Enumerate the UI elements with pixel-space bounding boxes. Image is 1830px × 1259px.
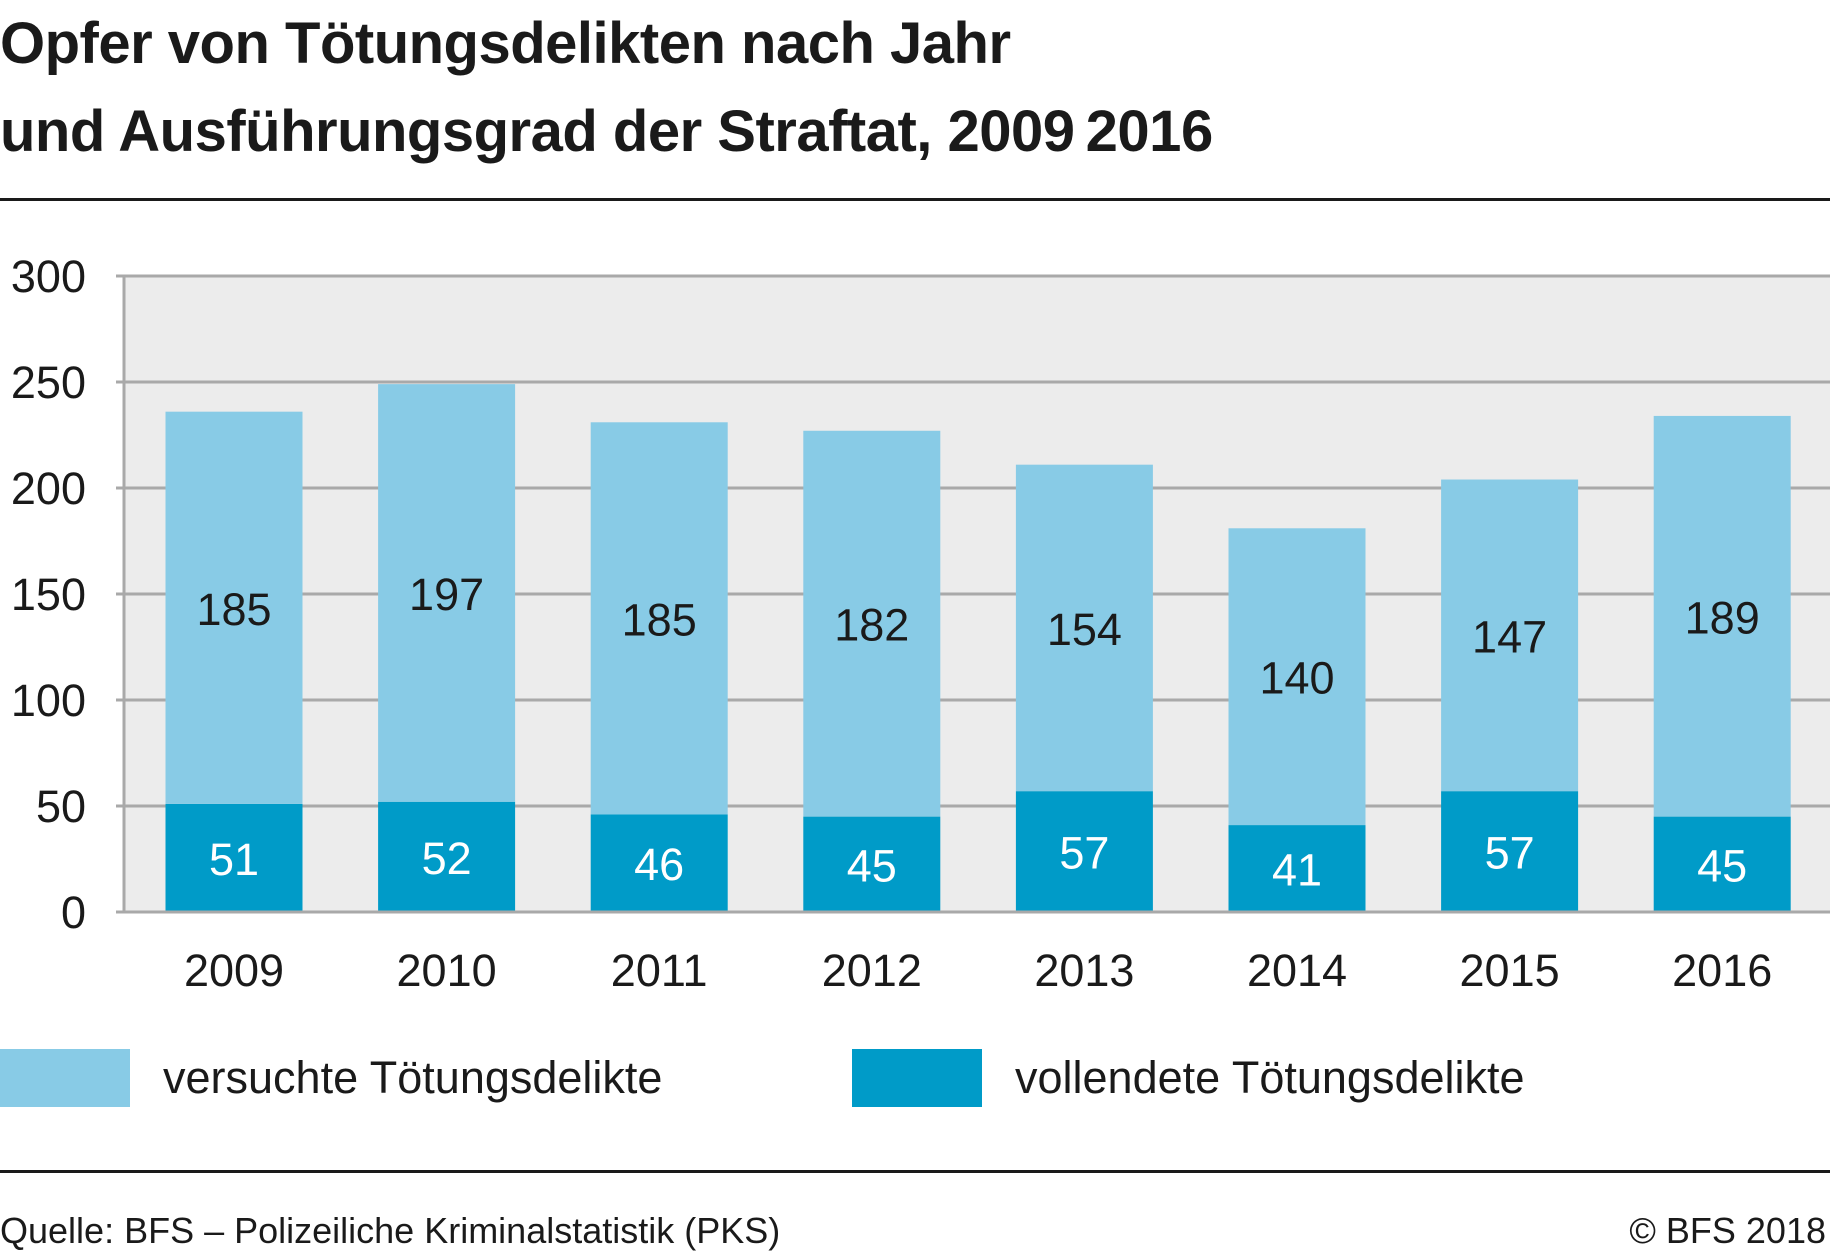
legend-item-vollendet: vollendete Tötungsdelikte	[852, 1048, 1525, 1108]
bar-vollendet-2014	[1228, 825, 1366, 912]
data-label-versucht-2016: 189	[1685, 592, 1760, 643]
chart-title: Opfer von Tötungsdelikten nach Jahr und …	[0, 0, 1830, 176]
y-tick-label-150: 150	[11, 569, 86, 620]
bottom-divider	[0, 1170, 1830, 1173]
bar-vollendet-2010	[378, 801, 516, 912]
x-tick-label-2010: 2010	[397, 945, 497, 996]
data-label-versucht-2015: 147	[1472, 611, 1547, 662]
bar-vollendet-2011	[590, 814, 728, 912]
x-tick-label-2014: 2014	[1247, 945, 1347, 996]
legend-label-versucht: versuchte Tötungsdelikte	[163, 1052, 663, 1103]
data-label-vollendet-2011: 46	[634, 839, 684, 890]
y-tick-label-250: 250	[11, 357, 86, 408]
x-tick-label-2011: 2011	[611, 945, 708, 996]
x-tick-label-2013: 2013	[1034, 945, 1134, 996]
y-tick-label-200: 200	[11, 463, 86, 514]
bar-versucht-2009	[165, 411, 303, 804]
data-label-versucht-2010: 197	[409, 569, 484, 620]
data-label-vollendet-2009: 51	[209, 834, 259, 885]
y-tick-label-100: 100	[11, 675, 86, 726]
data-label-versucht-2014: 140	[1259, 653, 1334, 704]
bar-versucht-2013	[1015, 464, 1153, 792]
y-tick-label-0: 0	[61, 887, 86, 938]
data-label-vollendet-2015: 57	[1485, 828, 1535, 879]
data-label-vollendet-2012: 45	[847, 840, 897, 891]
legend-swatch-versucht	[0, 1049, 130, 1107]
data-label-vollendet-2010: 52	[422, 833, 472, 884]
bar-vollendet-2013	[1015, 791, 1153, 912]
copyright-note: © BFS 2018	[1629, 1210, 1826, 1251]
data-label-versucht-2009: 185	[196, 584, 271, 635]
y-tick-label-300: 300	[11, 251, 86, 302]
legend-item-versucht: versuchte Tötungsdelikte	[0, 1048, 662, 1108]
bar-versucht-2015	[1441, 479, 1579, 792]
legend-swatch-vollendet	[852, 1049, 982, 1107]
data-label-vollendet-2014: 41	[1272, 845, 1322, 896]
data-label-vollendet-2013: 57	[1059, 828, 1109, 879]
bar-versucht-2011	[590, 422, 728, 815]
source-note: Quelle: BFS – Polizeiliche Kriminalstati…	[0, 1210, 781, 1251]
bar-versucht-2010	[378, 384, 516, 802]
bar-versucht-2014	[1228, 528, 1366, 826]
stacked-bar-chart: 0 50 100 150 200 250 300 51 185 2009 52 197 2010 46 18…	[11, 251, 1830, 996]
bar-vollendet-2016	[1653, 816, 1791, 912]
x-tick-label-2009: 2009	[184, 945, 284, 996]
x-tick-label-2015: 2015	[1460, 945, 1560, 996]
x-tick-label-2012: 2012	[822, 945, 922, 996]
x-tick-label-2016: 2016	[1672, 945, 1772, 996]
bar-versucht-2016	[1653, 415, 1791, 817]
bar-versucht-2012	[803, 430, 941, 817]
chart-title-line-2: und Ausführungsgrad der Straftat, 2009 2…	[0, 99, 1213, 164]
bar-vollendet-2015	[1441, 791, 1579, 912]
data-label-vollendet-2016: 45	[1697, 840, 1747, 891]
data-label-versucht-2011: 185	[622, 594, 697, 645]
top-divider	[0, 198, 1830, 201]
bar-vollendet-2009	[165, 803, 303, 912]
bar-vollendet-2012	[803, 816, 941, 912]
y-tick-label-50: 50	[36, 781, 86, 832]
chart-title-line-1: Opfer von Tötungsdelikten nach Jahr	[0, 11, 1011, 76]
data-label-versucht-2013: 154	[1047, 604, 1122, 655]
data-label-versucht-2012: 182	[834, 600, 909, 651]
legend-label-vollendet: vollendete Tötungsdelikte	[1015, 1052, 1525, 1103]
